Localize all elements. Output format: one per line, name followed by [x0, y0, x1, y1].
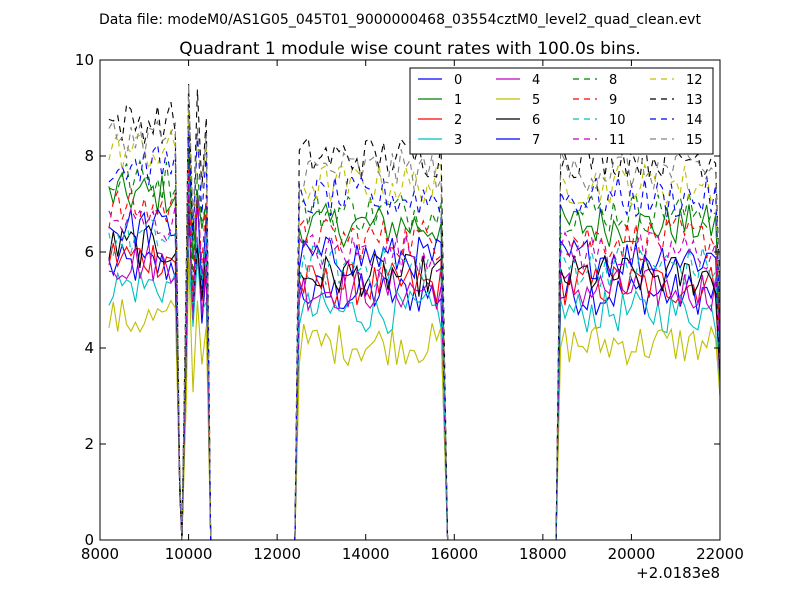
series-line-10 [108, 173, 720, 540]
legend-label-9: 9 [609, 93, 617, 108]
legend-label-8: 8 [609, 73, 617, 88]
y-tick-label: 6 [84, 243, 94, 261]
legend-label-7: 7 [532, 133, 540, 148]
y-tick-label: 4 [84, 339, 94, 357]
legend-label-13: 13 [686, 93, 703, 108]
plot-frame [99, 59, 721, 541]
legend-label-3: 3 [454, 133, 462, 148]
legend-label-1: 1 [454, 93, 462, 108]
x-tick-label: 22000 [696, 545, 744, 563]
y-tick-label: 0 [84, 531, 94, 549]
series-line-13 [108, 83, 720, 540]
x-tick-label: 20000 [608, 545, 656, 563]
series-line-9 [108, 168, 720, 540]
y-tick-label: 8 [84, 147, 94, 165]
legend-label-0: 0 [454, 73, 462, 88]
plot-lines [108, 83, 720, 540]
y-tick-label: 2 [84, 435, 94, 453]
x-tick-label: 18000 [519, 545, 567, 563]
legend-label-6: 6 [532, 113, 540, 128]
x-tick-label: 10000 [165, 545, 213, 563]
series-line-15 [108, 83, 720, 540]
x-tick-label: 14000 [342, 545, 390, 563]
legend-label-15: 15 [686, 133, 703, 148]
legend-label-11: 11 [609, 133, 626, 148]
series-line-14 [108, 130, 720, 540]
legend-label-12: 12 [686, 73, 703, 88]
y-tick-label: 10 [75, 51, 94, 69]
x-tick-label: 16000 [430, 545, 478, 563]
x-tick-label: 8000 [81, 545, 119, 563]
legend-label-2: 2 [454, 113, 462, 128]
legend-box [409, 67, 714, 155]
legend-label-14: 14 [686, 113, 703, 128]
legend-label-5: 5 [532, 93, 540, 108]
chart-title: Quadrant 1 module wise count rates with … [179, 39, 640, 59]
x-offset-label: +2.0183e8 [636, 564, 720, 582]
data-file-label: Data file: modeM0/AS1G05_045T01_90000004… [99, 12, 701, 28]
legend-label-4: 4 [532, 73, 540, 88]
axis-ticks: 8000 10000 12000 14000 16000 18000 20000 22000 0… [75, 51, 744, 563]
x-tick-label: 12000 [253, 545, 301, 563]
legend-label-10: 10 [609, 113, 626, 128]
